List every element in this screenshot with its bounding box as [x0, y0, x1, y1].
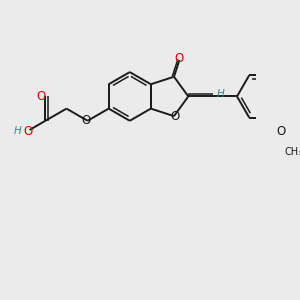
Text: O: O [82, 114, 91, 127]
Text: O: O [36, 90, 46, 103]
Text: H: H [217, 88, 225, 98]
Text: O: O [277, 125, 286, 138]
Text: O: O [175, 52, 184, 65]
Text: O: O [24, 124, 33, 138]
Text: O: O [171, 110, 180, 123]
Text: CH₃: CH₃ [285, 147, 300, 157]
Text: H: H [14, 126, 22, 136]
